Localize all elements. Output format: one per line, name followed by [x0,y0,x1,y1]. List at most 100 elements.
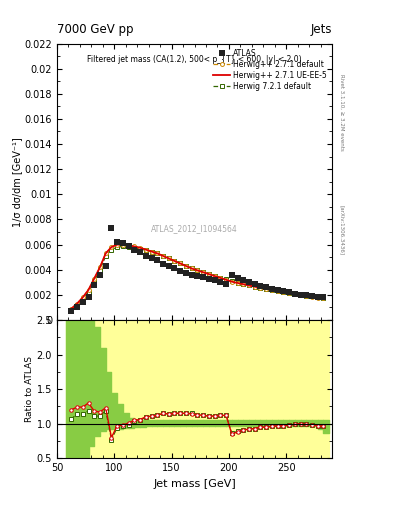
Herwig++ 2.7.1 UE-EE-5 [287,290,292,296]
Herwig++ 2.7.1 UE-EE-5 [103,250,108,257]
Herwig++ 2.7.1 UE-EE-5 [166,255,171,262]
Herwig++ 2.7.1 UE-EE-5 [281,289,286,295]
Herwig 7.2.1 default [75,302,79,308]
ATLAS [275,287,280,293]
ATLAS [161,261,165,267]
Text: ATLAS_2012_I1094564: ATLAS_2012_I1094564 [151,224,238,233]
Herwig++ 2.7.1 UE-EE-5 [97,264,102,270]
Herwig 7.2.1 default [275,288,280,294]
ATLAS [178,268,183,274]
Herwig++ 2.7.1 UE-EE-5 [126,242,131,248]
Herwig++ 2.7.1 UE-EE-5 [92,275,97,282]
Herwig++ 2.7.1 default [81,294,85,301]
ATLAS [86,294,91,300]
Line: Herwig++ 2.7.1 UE-EE-5: Herwig++ 2.7.1 UE-EE-5 [71,245,323,309]
Herwig++ 2.7.1 UE-EE-5 [247,283,252,289]
ATLAS [97,272,102,278]
Herwig++ 2.7.1 default [230,279,234,285]
Herwig 7.2.1 default [81,296,85,302]
Herwig++ 2.7.1 default [132,243,137,249]
Herwig 7.2.1 default [143,247,148,253]
Herwig++ 2.7.1 default [258,285,263,291]
Herwig++ 2.7.1 default [304,293,309,299]
Herwig++ 2.7.1 UE-EE-5 [155,250,160,257]
Herwig++ 2.7.1 default [195,267,200,273]
Herwig 7.2.1 default [86,289,91,295]
ATLAS [287,289,292,295]
Herwig++ 2.7.1 default [264,286,268,292]
Herwig++ 2.7.1 UE-EE-5 [304,293,309,299]
Herwig 7.2.1 default [304,292,309,298]
Herwig 7.2.1 default [258,285,263,291]
Herwig 7.2.1 default [132,245,137,251]
ATLAS [224,281,228,287]
Herwig 7.2.1 default [109,247,114,253]
ATLAS [252,281,257,287]
Text: 7000 GeV pp: 7000 GeV pp [57,23,134,36]
Herwig 7.2.1 default [161,253,165,259]
Herwig++ 2.7.1 UE-EE-5 [316,294,320,301]
X-axis label: Jet mass [GeV]: Jet mass [GeV] [153,479,236,488]
ATLAS [241,278,246,284]
Text: Rivet 3.1.10, ≥ 3.2M events: Rivet 3.1.10, ≥ 3.2M events [339,74,344,151]
Herwig 7.2.1 default [92,278,97,284]
Herwig 7.2.1 default [270,287,274,293]
Herwig 7.2.1 default [103,253,108,259]
Herwig++ 2.7.1 UE-EE-5 [132,243,137,249]
Y-axis label: Ratio to ATLAS: Ratio to ATLAS [25,356,34,422]
ATLAS [132,247,137,253]
Herwig++ 2.7.1 default [212,273,217,279]
Herwig++ 2.7.1 UE-EE-5 [218,275,223,281]
ATLAS [115,239,119,245]
Herwig 7.2.1 default [247,282,252,288]
ATLAS [126,243,131,249]
Herwig 7.2.1 default [241,281,246,287]
Herwig++ 2.7.1 UE-EE-5 [86,287,91,293]
Herwig++ 2.7.1 UE-EE-5 [298,292,303,298]
Herwig 7.2.1 default [264,286,268,292]
Herwig++ 2.7.1 UE-EE-5 [161,253,165,259]
Herwig 7.2.1 default [138,246,142,252]
Herwig++ 2.7.1 UE-EE-5 [235,280,240,286]
Herwig++ 2.7.1 default [126,242,131,248]
Herwig 7.2.1 default [230,278,234,284]
Herwig++ 2.7.1 default [166,255,171,262]
Herwig++ 2.7.1 default [103,250,108,257]
Herwig 7.2.1 default [218,274,223,281]
Herwig 7.2.1 default [97,267,102,273]
Herwig++ 2.7.1 UE-EE-5 [75,301,79,307]
ATLAS [92,282,97,288]
ATLAS [310,293,314,299]
Herwig++ 2.7.1 default [298,292,303,298]
ATLAS [75,304,79,310]
ATLAS [143,253,148,259]
Herwig++ 2.7.1 UE-EE-5 [172,258,177,264]
Herwig++ 2.7.1 default [75,301,79,307]
Herwig 7.2.1 default [287,290,292,296]
ATLAS [109,225,114,231]
ATLAS [230,272,234,278]
ATLAS [298,292,303,298]
Herwig++ 2.7.1 default [275,288,280,294]
Herwig++ 2.7.1 default [115,242,119,248]
Herwig 7.2.1 default [115,244,119,250]
Herwig 7.2.1 default [281,289,286,295]
ATLAS [69,308,73,314]
ATLAS [155,257,160,263]
ATLAS [258,283,263,289]
Herwig++ 2.7.1 UE-EE-5 [81,294,85,301]
Herwig 7.2.1 default [206,271,211,277]
Legend: ATLAS, Herwig++ 2.7.1 default, Herwig++ 2.7.1 UE-EE-5, Herwig 7.2.1 default: ATLAS, Herwig++ 2.7.1 default, Herwig++ … [211,47,328,92]
ATLAS [206,275,211,282]
Herwig++ 2.7.1 UE-EE-5 [201,269,206,275]
Herwig 7.2.1 default [126,244,131,250]
ATLAS [166,263,171,269]
Herwig++ 2.7.1 default [224,276,228,283]
ATLAS [316,294,320,300]
Herwig 7.2.1 default [195,267,200,273]
Herwig++ 2.7.1 default [241,281,246,287]
Herwig++ 2.7.1 UE-EE-5 [138,245,142,251]
Herwig 7.2.1 default [310,293,314,300]
Herwig++ 2.7.1 UE-EE-5 [230,279,234,285]
ATLAS [121,240,125,246]
